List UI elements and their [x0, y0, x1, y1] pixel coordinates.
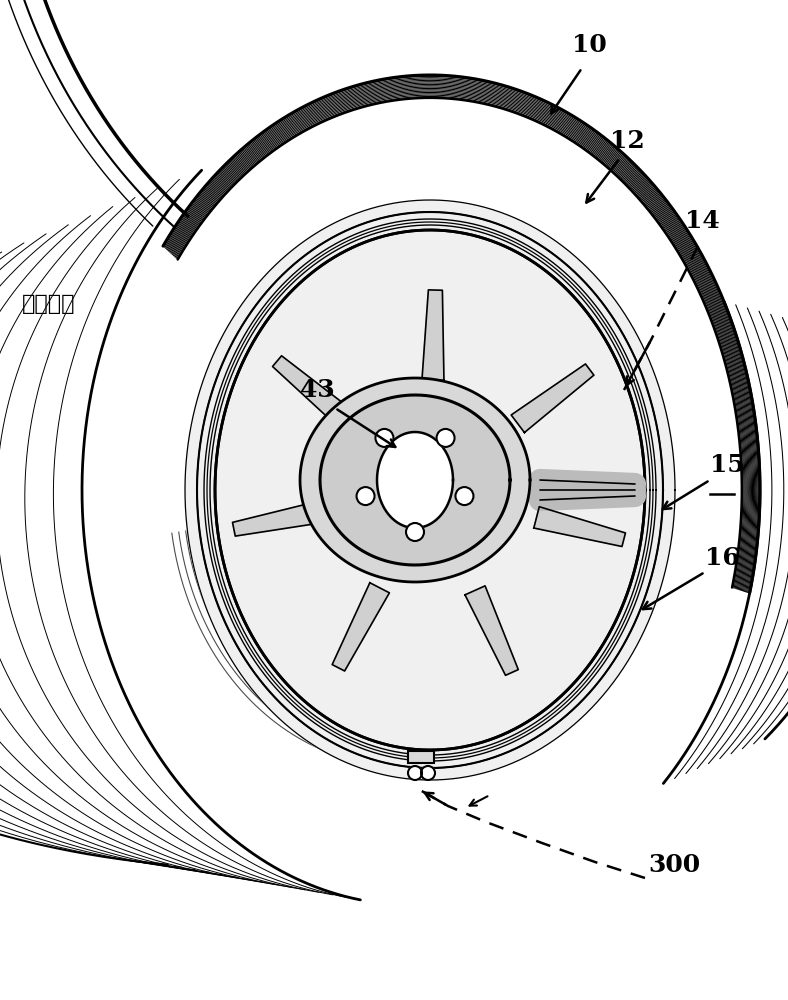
Polygon shape — [333, 583, 389, 671]
Circle shape — [406, 523, 424, 541]
Circle shape — [437, 429, 455, 447]
Polygon shape — [533, 507, 626, 547]
Polygon shape — [273, 356, 353, 428]
Text: 10: 10 — [572, 33, 607, 57]
Polygon shape — [185, 200, 675, 780]
Circle shape — [356, 487, 374, 505]
Text: 14: 14 — [685, 209, 719, 233]
Text: 43: 43 — [300, 378, 335, 402]
Text: 轮胎旋转: 轮胎旋转 — [22, 294, 76, 314]
Polygon shape — [320, 395, 510, 565]
Text: 12: 12 — [610, 129, 645, 153]
Text: 15: 15 — [710, 453, 745, 477]
Text: 300: 300 — [648, 853, 700, 877]
Polygon shape — [377, 432, 453, 528]
Text: 16: 16 — [705, 546, 740, 570]
Bar — [408, 751, 434, 763]
Circle shape — [421, 766, 435, 780]
Circle shape — [455, 487, 474, 505]
Circle shape — [375, 429, 393, 447]
Polygon shape — [422, 290, 444, 380]
Polygon shape — [465, 586, 519, 675]
Polygon shape — [232, 501, 325, 536]
Circle shape — [408, 766, 422, 780]
Polygon shape — [511, 364, 594, 433]
Polygon shape — [300, 378, 530, 582]
